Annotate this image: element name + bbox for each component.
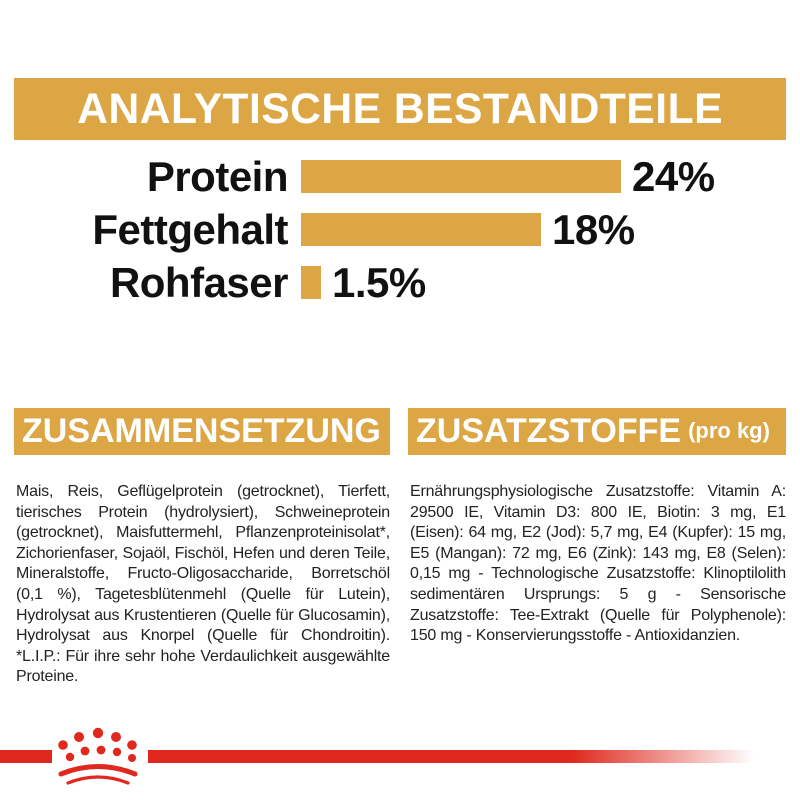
chart-bar [301,266,321,299]
chart-category-label: Rohfaser [109,259,289,306]
chart-value-label: 18% [552,205,635,253]
chart-category-label: Fettgehalt [92,206,288,253]
additives-body: Ernährungsphysiologische Zusatzstoffe: V… [410,483,786,645]
composition-body: Mais, Reis, Geflügelprotein (getrocknet)… [16,483,390,686]
chart-value-label: 1.5% [332,258,426,306]
analytical-chart: Protein 24% Fettgehalt 18% Rohfaser 1.5% [0,153,760,319]
footer-red-stripe-left [0,750,52,763]
analytical-title: ANALYTISCHE BESTANDTEILE [77,84,723,133]
composition-title: ZUSAMMENSETZUNG [22,412,381,450]
chart-category-label: Protein [146,153,289,200]
additives-title-suffix: (pro kg) [688,417,770,443]
chart-row: Rohfaser 1.5% [0,259,760,306]
chart-row: Protein 24% [0,153,760,200]
chart-bar [301,213,541,246]
chart-row: Fettgehalt 18% [0,206,760,253]
chart-value-label: 24% [632,152,715,200]
chart-bar [301,160,621,193]
footer-red-stripe-right [148,750,800,763]
royal-canin-crown-icon [58,727,138,785]
analytical-title-bar: ANALYTISCHE BESTANDTEILE [14,78,786,140]
composition-header-bar: ZUSAMMENSETZUNG [14,408,390,455]
additives-header-bar: ZUSATZSTOFFE (pro kg) [408,408,786,455]
additives-title: ZUSATZSTOFFE [416,412,682,450]
